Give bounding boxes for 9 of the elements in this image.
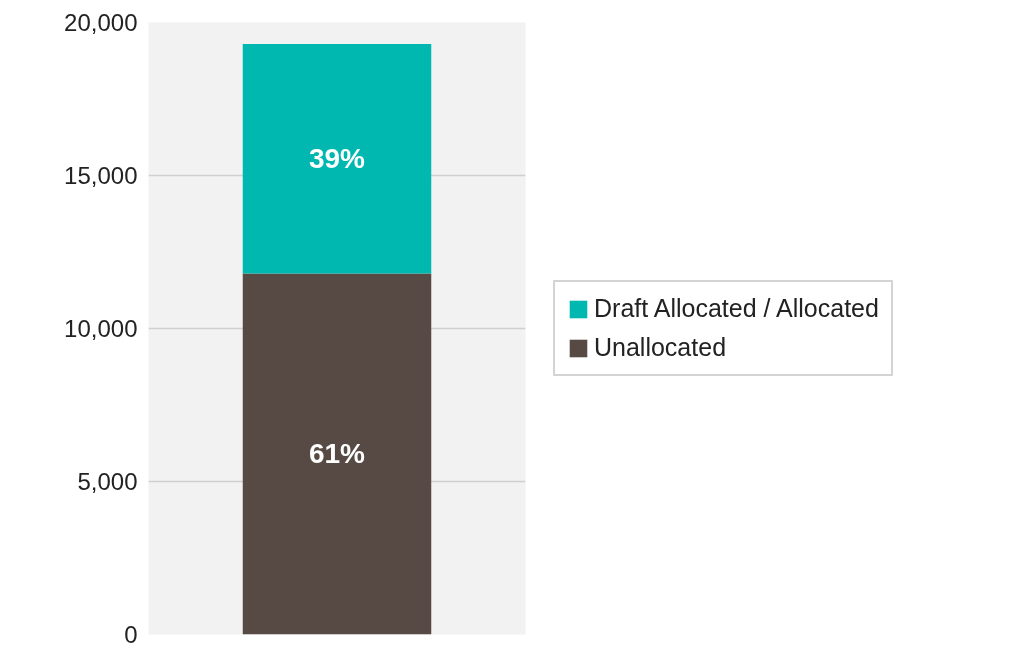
y-tick-label: 0 (124, 621, 138, 648)
legend-label: Unallocated (594, 333, 727, 362)
y-tick-label: 20,000 (64, 9, 138, 36)
y-tick-label: 10,000 (64, 315, 138, 342)
y-tick-label: 5,000 (77, 468, 138, 495)
annotation: 61% (308, 438, 366, 470)
y-tick-label: 15,000 (64, 162, 138, 189)
legend-label: Draft Allocated / Allocated (594, 294, 879, 323)
annotation: 39% (308, 143, 366, 175)
